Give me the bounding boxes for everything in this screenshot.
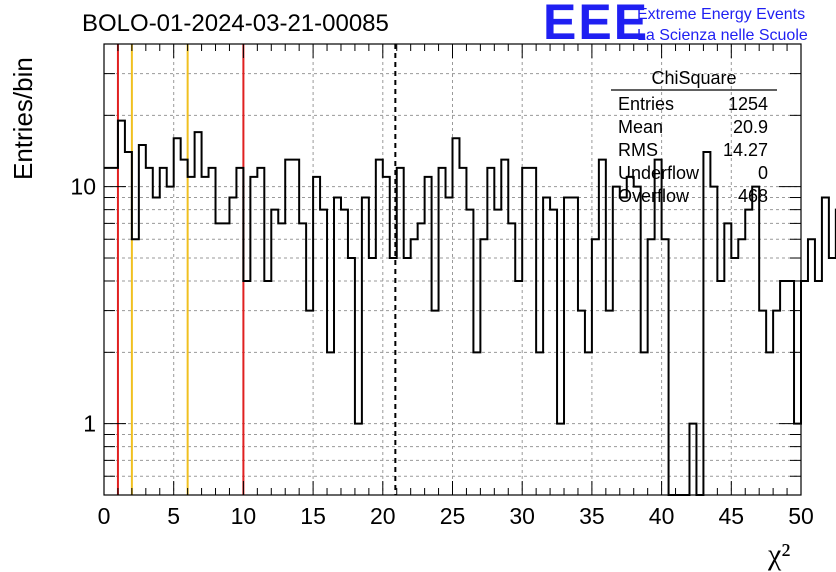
x-tick-label-10: 50 xyxy=(788,503,814,529)
histogram-step-line xyxy=(104,119,836,496)
logo: EEE Extreme Energy Events La Scienza nel… xyxy=(543,0,808,50)
stats-label-entries: Entries xyxy=(618,94,674,114)
stats-value-underflow: 0 xyxy=(758,163,768,183)
x-tick-label-9: 45 xyxy=(719,503,745,529)
x-tick-label-8: 40 xyxy=(649,503,675,529)
x-tick-label-2: 10 xyxy=(231,503,257,529)
stats-label-overflow: Overflow xyxy=(618,186,690,206)
x-tick-label-1: 5 xyxy=(167,503,180,529)
x-tick-label-5: 25 xyxy=(440,503,466,529)
y-tick-label-0: 1 xyxy=(83,411,96,437)
x-tick-label-0: 0 xyxy=(98,503,111,529)
stats-box: ChiSquare Entries 1254 Mean 20.9 RMS 14.… xyxy=(611,68,777,206)
y-axis-label: Entries/bin xyxy=(8,57,38,180)
stats-title: ChiSquare xyxy=(651,68,736,88)
x-tick-label-3: 15 xyxy=(300,503,326,529)
stats-label-mean: Mean xyxy=(618,117,663,137)
x-tick-label-7: 35 xyxy=(579,503,605,529)
stats-value-entries: 1254 xyxy=(728,94,768,114)
x-axis-label: χ² xyxy=(767,538,790,571)
logo-line-1: Extreme Energy Events xyxy=(637,6,805,23)
stats-value-mean: 20.9 xyxy=(733,117,768,137)
chart-title: BOLO-01-2024-03-21-00085 xyxy=(82,10,389,37)
stats-label-rms: RMS xyxy=(618,140,658,160)
reference-lines-layer xyxy=(116,44,397,495)
stats-value-rms: 14.27 xyxy=(723,140,768,160)
ticks-layer: 0 5 10 15 20 25 30 35 40 45 50 1 10 xyxy=(70,43,814,529)
y-tick-label-1: 10 xyxy=(70,174,96,200)
plot-frame xyxy=(103,43,802,496)
histogram-layer xyxy=(104,119,836,496)
logo-line-2: La Scienza nelle Scuole xyxy=(637,27,808,44)
stats-label-underflow: Underflow xyxy=(618,163,700,183)
x-tick-label-4: 20 xyxy=(370,503,396,529)
logo-acronym: EEE xyxy=(543,0,649,50)
x-tick-label-6: 30 xyxy=(509,503,535,529)
stats-value-overflow: 468 xyxy=(738,186,768,206)
